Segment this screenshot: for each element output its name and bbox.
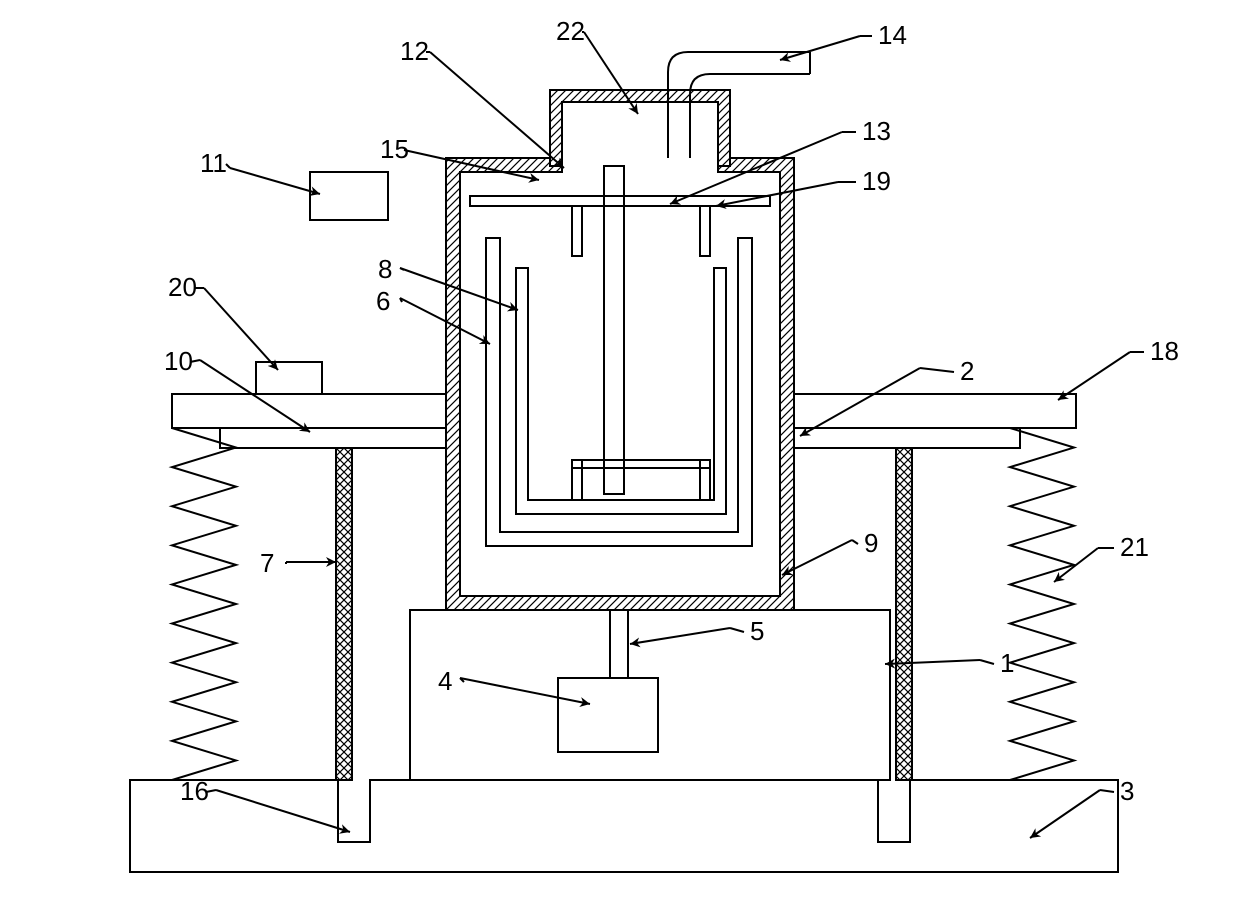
part-label: 18 — [1150, 336, 1179, 366]
part-label: 14 — [878, 20, 907, 50]
part-label: 6 — [376, 286, 390, 316]
part-label: 8 — [378, 254, 392, 284]
part-label: 9 — [864, 528, 878, 558]
part-label: 1 — [1000, 648, 1014, 678]
part-label: 16 — [180, 776, 209, 806]
part-label: 11 — [200, 148, 227, 178]
part-label: 3 — [1120, 776, 1134, 806]
part-label: 13 — [862, 116, 891, 146]
part-label: 12 — [400, 36, 429, 66]
part-label: 21 — [1120, 532, 1149, 562]
part-label: 19 — [862, 166, 891, 196]
diagram-canvas: 123456789101112131415161819202122 — [0, 0, 1240, 902]
part-label: 2 — [960, 356, 974, 386]
part-label: 20 — [168, 272, 197, 302]
part-label: 4 — [438, 666, 452, 696]
part-label: 15 — [380, 134, 409, 164]
part-label: 10 — [164, 346, 193, 376]
part-label: 22 — [556, 16, 585, 46]
part-label: 5 — [750, 616, 764, 646]
part-label: 7 — [260, 548, 274, 578]
